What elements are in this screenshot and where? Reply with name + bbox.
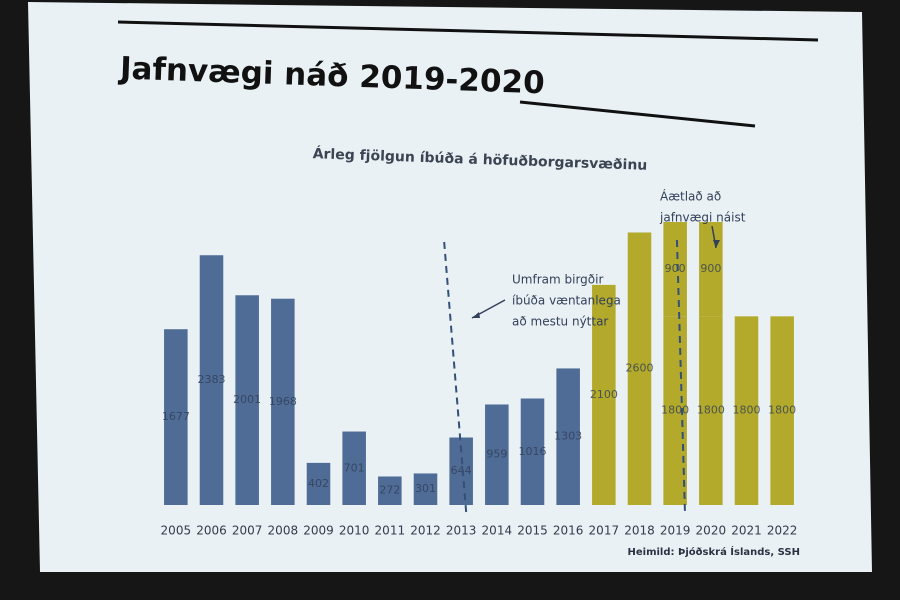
data-label: 2001 <box>233 393 261 406</box>
bar <box>164 329 188 505</box>
data-label: 900 <box>665 262 686 275</box>
x-tick-label: 2011 <box>375 524 406 538</box>
bar <box>485 404 509 505</box>
data-label: 701 <box>344 461 365 474</box>
separator-line <box>443 241 468 513</box>
bar <box>413 473 438 505</box>
data-label: 2100 <box>590 388 618 401</box>
data-label: 900 <box>700 262 721 275</box>
title-rule-top <box>117 20 819 42</box>
x-tick-label: 2020 <box>696 524 727 538</box>
bar <box>449 437 473 505</box>
data-label: 1968 <box>269 395 297 408</box>
bar <box>342 431 366 505</box>
x-tick-label: 2021 <box>731 524 762 538</box>
x-tick-label: 2017 <box>589 524 620 538</box>
x-tick-label: 2008 <box>268 524 299 538</box>
data-label: 959 <box>486 448 507 461</box>
x-tick-label: 2022 <box>767 524 798 538</box>
annotation-arrowhead <box>472 312 480 318</box>
x-tick-label: 2015 <box>517 524 548 538</box>
x-tick-label: 2016 <box>553 524 584 538</box>
data-label: 272 <box>379 484 400 497</box>
data-label: 1800 <box>768 404 796 417</box>
data-label: 1303 <box>554 430 582 443</box>
bar <box>556 368 580 505</box>
annotation-text: Áætlað að <box>660 189 721 204</box>
x-tick-label: 2013 <box>446 524 477 538</box>
data-label: 2383 <box>198 373 226 386</box>
bar <box>770 316 794 505</box>
bar <box>235 295 259 505</box>
data-label: 301 <box>415 482 436 495</box>
data-label: 1800 <box>697 404 725 417</box>
bar <box>734 316 759 505</box>
bar <box>378 476 402 505</box>
annotation-text: Umfram birgðir <box>512 273 603 287</box>
data-label: 1016 <box>519 445 547 458</box>
data-label: 1800 <box>661 404 689 417</box>
annotation-arrowhead <box>713 240 720 248</box>
x-tick-label: 2010 <box>339 524 370 538</box>
source-note: Heimild: Þjóðskrá Íslands, SSH <box>628 545 801 558</box>
x-tick-label: 2014 <box>482 524 513 538</box>
bar <box>520 398 545 505</box>
x-tick-label: 2009 <box>303 524 334 538</box>
x-tick-label: 2018 <box>624 524 655 538</box>
bar <box>271 298 295 505</box>
title-rule-bottom <box>519 100 756 128</box>
bar <box>663 222 687 317</box>
bar <box>199 255 224 505</box>
bar <box>592 284 616 505</box>
x-tick-label: 2007 <box>232 524 263 538</box>
annotation-text: jafnvægi náist <box>659 211 746 225</box>
data-label: 1677 <box>162 410 190 423</box>
x-tick-label: 2012 <box>410 524 441 538</box>
bar <box>627 232 652 505</box>
x-tick-label: 2019 <box>660 524 691 538</box>
data-label: 2600 <box>626 362 654 375</box>
annotation-text: íbúða væntanlega <box>512 294 621 308</box>
data-label: 1800 <box>733 404 761 417</box>
bar <box>699 316 723 505</box>
bar <box>306 462 331 505</box>
x-tick-label: 2006 <box>196 524 227 538</box>
data-label: 644 <box>451 464 472 477</box>
data-label: 402 <box>308 477 329 490</box>
x-tick-label: 2005 <box>161 524 192 538</box>
annotation-text: að mestu nýttar <box>512 315 608 329</box>
separator-line <box>675 239 686 513</box>
